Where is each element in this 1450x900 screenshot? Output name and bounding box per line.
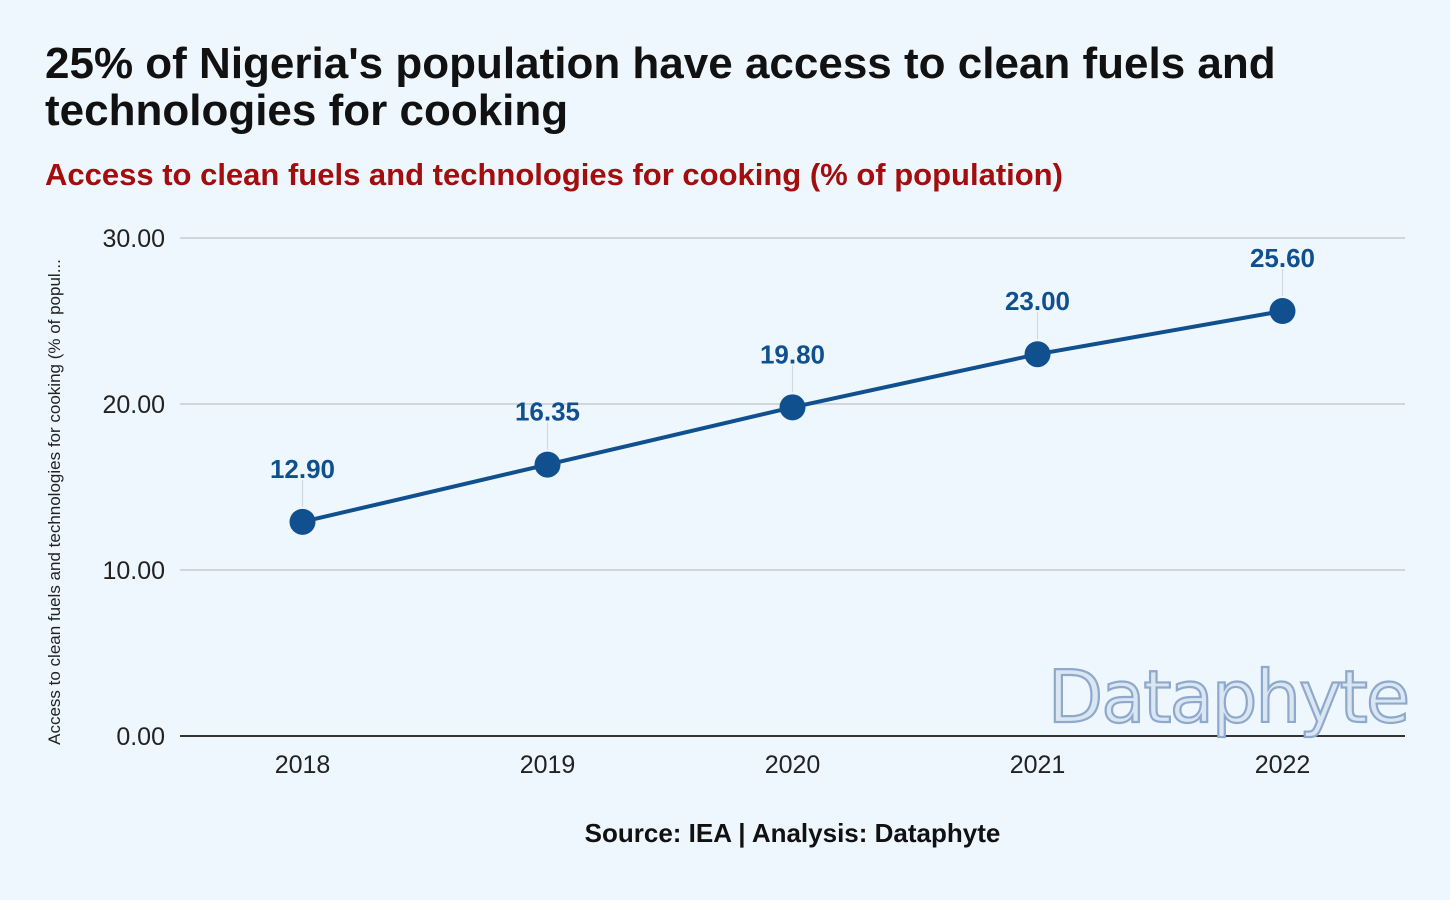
data-label: 12.90	[270, 454, 335, 484]
y-tick-label: 30.00	[102, 225, 165, 253]
source-note: Source: IEA | Analysis: Dataphyte	[584, 818, 1001, 848]
x-tick-label: 2020	[765, 751, 821, 779]
data-label: 23.00	[1005, 286, 1070, 316]
x-tick-label: 2018	[275, 751, 331, 779]
y-axis-label: Access to clean fuels and technologies f…	[45, 259, 64, 745]
data-point-marker[interactable]	[1269, 298, 1296, 325]
dataphyte-watermark-logo: Dataphyte	[1048, 655, 1408, 739]
y-tick-label: 20.00	[102, 391, 165, 419]
chart-subtitle: Access to clean fuels and technologies f…	[45, 157, 1063, 192]
data-labels: 12.90 16.35 19.80 23.00 25.60	[270, 243, 1315, 507]
x-tick-label: 2021	[1010, 751, 1066, 779]
source-note-wrapper: Source: IEA | Analysis: Dataphyte	[0, 818, 1450, 849]
data-point-marker[interactable]	[1024, 341, 1051, 368]
y-tick-label: 10.00	[102, 557, 165, 585]
data-point-marker[interactable]	[289, 508, 316, 535]
x-tick-label: 2019	[520, 751, 576, 779]
data-point-marker[interactable]	[779, 394, 806, 421]
x-tick-labels: 2018 2019 2020 2021 2022	[275, 751, 1311, 779]
data-label: 16.35	[515, 397, 580, 427]
y-tick-labels: 0.00 10.00 20.00 30.00	[102, 225, 165, 751]
x-tick-label: 2022	[1255, 751, 1311, 779]
data-point-marker[interactable]	[534, 451, 561, 478]
y-tick-label: 0.00	[116, 723, 165, 751]
data-label: 25.60	[1250, 243, 1315, 273]
chart-title: 25% of Nigeria's population have access …	[45, 39, 1276, 135]
data-label: 19.80	[760, 339, 825, 369]
series-line-group	[289, 298, 1296, 535]
